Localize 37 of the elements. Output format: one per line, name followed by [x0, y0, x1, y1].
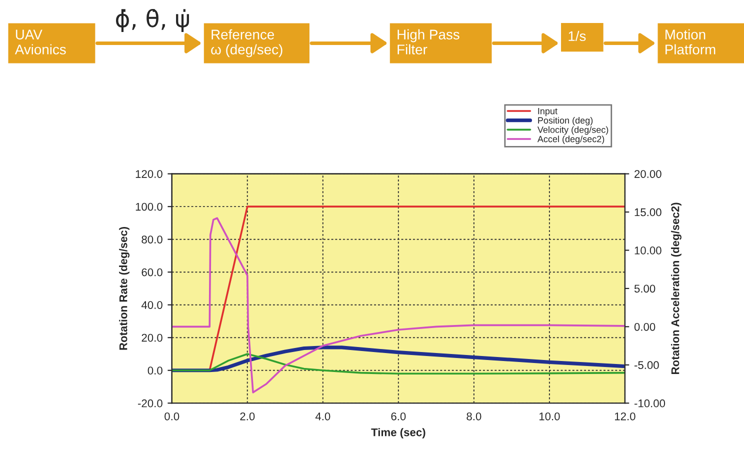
text: Motion Platform: [666, 29, 716, 54]
y2-axis-title: Rotation Acceleration (deg/sec2): [671, 202, 682, 374]
legend-label: Input: [538, 108, 558, 116]
line-series: [172, 353, 625, 375]
x-axis-title: Time (sec): [371, 428, 426, 438]
x-tick-label: 12.0: [614, 412, 636, 420]
y2-tick-label: 10.00: [634, 246, 662, 254]
text: Reference ω (deg/sec): [211, 29, 282, 58]
y2-tick-label: 5.00: [634, 284, 656, 293]
y-tick-label: 40.0: [141, 301, 162, 309]
legend-label: Accel (deg/sec2): [537, 136, 604, 144]
x-tick-label: 4.0: [315, 412, 330, 420]
legend-label: Position (deg): [538, 116, 593, 126]
text: UAV Avionics: [14, 30, 66, 54]
y-tick-label: -20.0: [138, 399, 162, 408]
y-tick-label: 20.0: [142, 334, 162, 342]
y-tick-label: 80.0: [142, 236, 162, 244]
x-tick-label: 0.0: [164, 412, 180, 420]
y2-tick-label: 15.00: [634, 208, 662, 216]
y2-tick-label: -5.00: [634, 361, 659, 370]
legend-label: Velocity (deg/sec): [537, 126, 608, 135]
line-series: [172, 217, 625, 394]
x-tick-label: 6.0: [391, 412, 406, 420]
y-tick-label: 120.0: [136, 170, 162, 178]
y2-tick-label: 20.00: [634, 170, 662, 178]
y-tick-label: 100.0: [136, 202, 162, 211]
x-tick-label: 2.0: [240, 412, 255, 420]
y2-tick-label: 0.00: [634, 322, 656, 331]
text: 1/s: [568, 30, 586, 42]
y-tick-label: 60.0: [142, 268, 162, 276]
x-tick-label: 8.0: [466, 412, 482, 420]
y-axis-title: Rotation Rate (deg/sec): [119, 226, 130, 350]
text: ϕ̇, θ̇, ψ̇: [116, 8, 189, 32]
y2-tick-label: -10.00: [634, 399, 666, 408]
text: High Pass Filter: [398, 29, 460, 54]
y-tick-label: 0.0: [148, 366, 162, 375]
x-tick-label: 10.0: [539, 412, 560, 420]
